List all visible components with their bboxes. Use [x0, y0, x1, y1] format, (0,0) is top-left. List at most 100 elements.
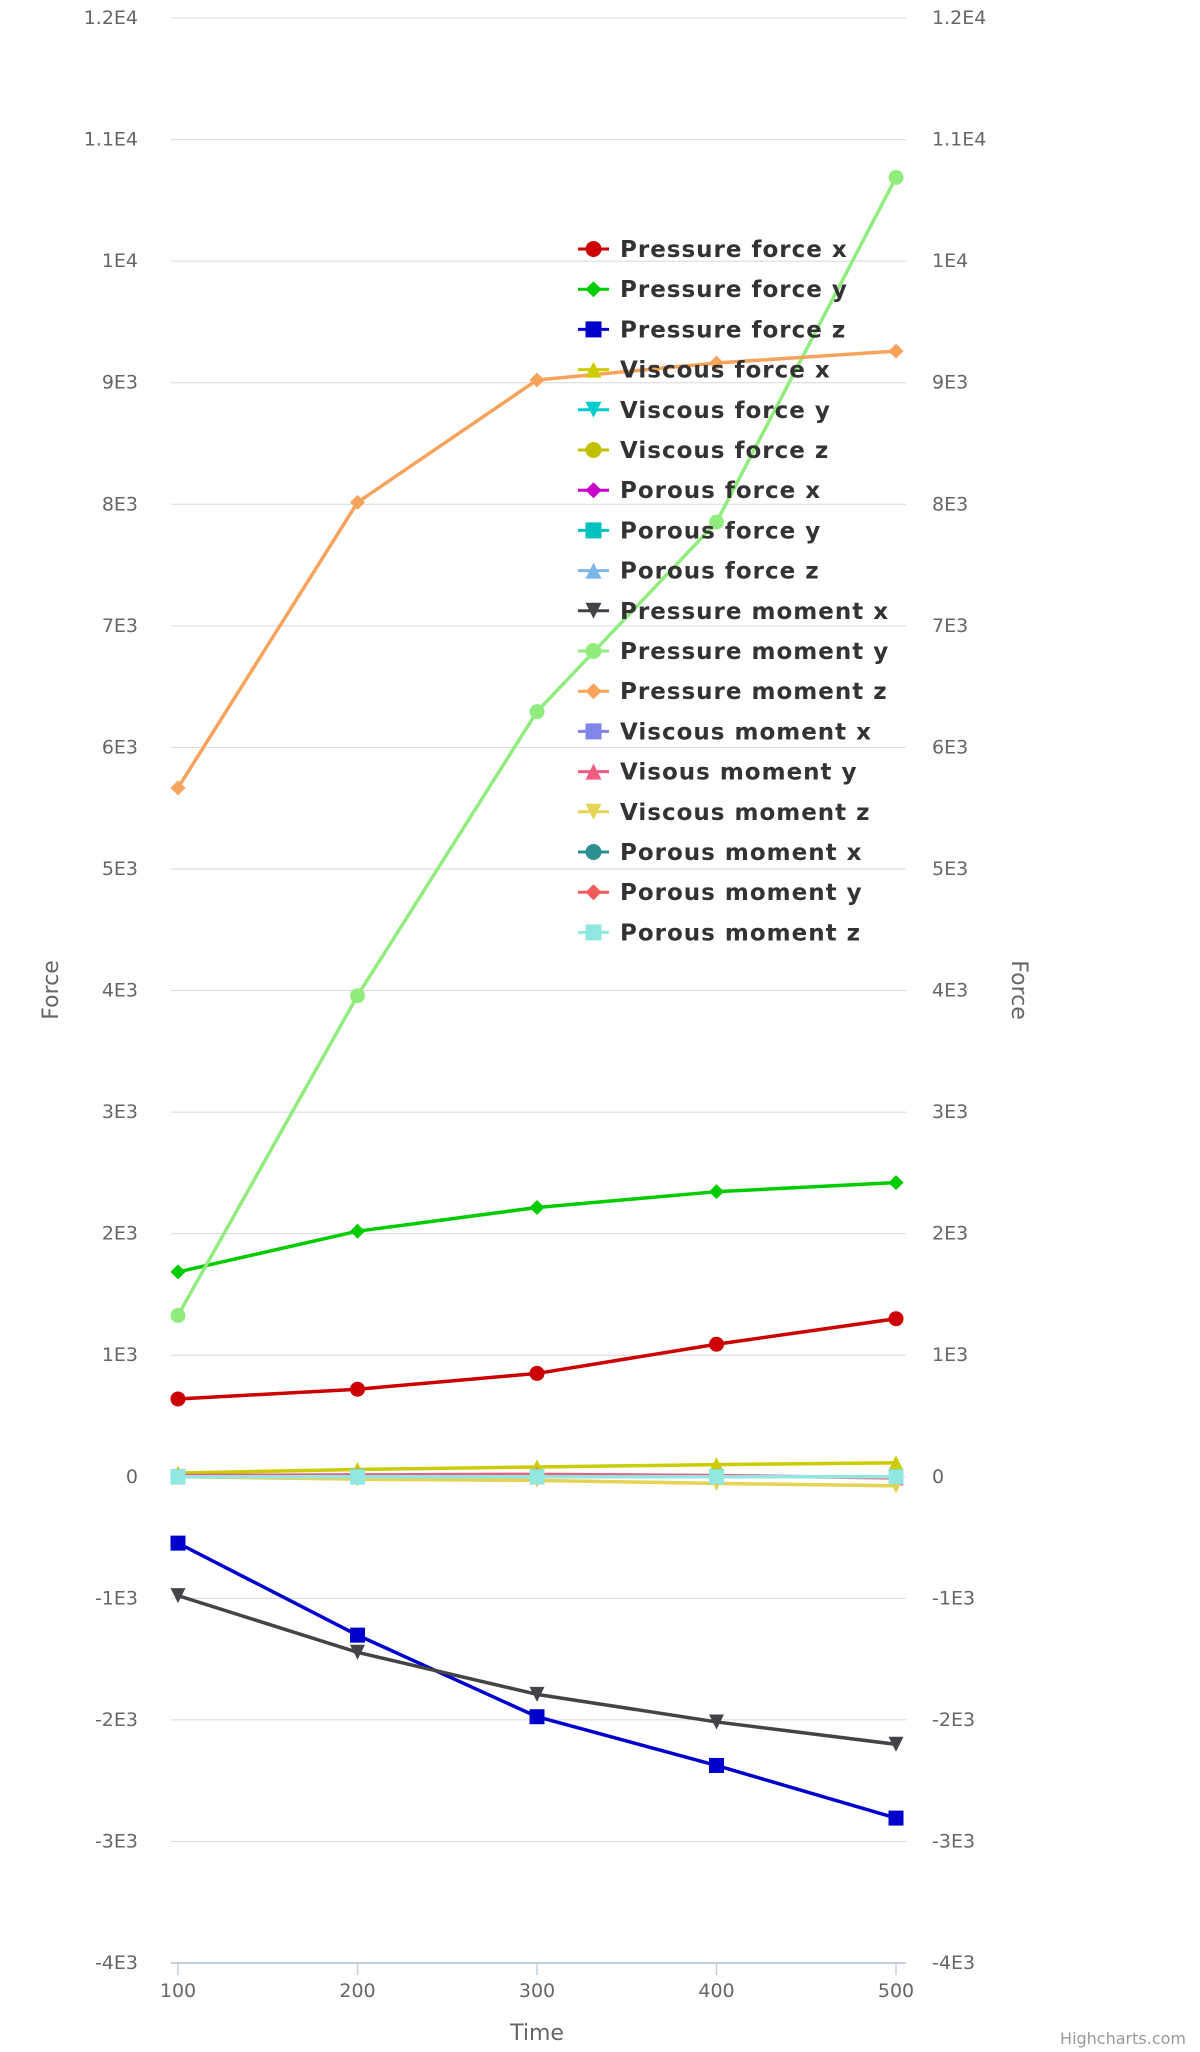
marker-square	[709, 1757, 724, 1773]
legend-item[interactable]: Viscous moment z	[578, 800, 871, 826]
legend-label: Viscous force z	[620, 438, 829, 464]
series-porous-moment-z	[170, 1469, 904, 1485]
legend-item[interactable]: Porous moment z	[578, 920, 861, 946]
y-tick-label-left: 2E3	[102, 1223, 138, 1245]
legend-item[interactable]: Pressure force x	[578, 237, 848, 263]
legend-label: Porous moment z	[620, 920, 861, 946]
marker-triangle-down	[529, 1686, 545, 1702]
legend-label: Pressure moment x	[620, 599, 889, 625]
legend-item[interactable]: Pressure force y	[578, 277, 848, 303]
series-line	[177, 1180, 897, 1274]
y-tick-label-left: 0	[126, 1466, 138, 1488]
legend-item[interactable]: Visous moment y	[578, 760, 858, 786]
legend-item[interactable]: Viscous force x	[578, 358, 831, 384]
marker-circle	[585, 241, 602, 257]
y-tick-label-right: 4E3	[932, 980, 968, 1002]
marker-circle	[529, 704, 545, 720]
x-tick-label: 100	[160, 1980, 196, 2002]
marker-square	[585, 522, 602, 539]
y-axis-left-ticks: 1.2E4 1.1E4 1E4 9E3 8E3 7E3 6E3 5E3 4E3 3E3 2E3 1E3…	[84, 7, 138, 1974]
x-tick-label: 400	[698, 1980, 734, 2002]
legend-label: Viscous moment x	[620, 719, 872, 745]
marker-triangle	[585, 763, 602, 780]
marker-circle	[585, 643, 602, 659]
marker-diamond	[529, 1199, 545, 1215]
marker-diamond	[585, 884, 602, 901]
credits-link[interactable]: Highcharts.com	[1060, 2029, 1186, 2048]
legend-label: Viscous moment z	[620, 800, 871, 826]
marker-circle	[888, 169, 904, 185]
marker-diamond	[350, 1223, 365, 1239]
y-tick-label-left: 1E4	[102, 250, 138, 272]
legend-item[interactable]: Viscous force z	[578, 438, 829, 464]
marker-square	[585, 321, 602, 338]
legend-label: Porous force x	[620, 478, 821, 504]
series-pressure-force-y	[170, 1175, 904, 1280]
y-axis-title-left: Force	[39, 960, 64, 1020]
legend-item[interactable]: Porous moment y	[578, 880, 863, 906]
y-tick-label-right: 5E3	[932, 858, 968, 880]
marker-triangle	[709, 1457, 724, 1473]
legend-item[interactable]: Pressure moment y	[578, 639, 889, 665]
y-tick-label-right: 6E3	[932, 736, 968, 758]
marker-circle	[709, 1336, 724, 1352]
marker-circle	[709, 514, 724, 530]
legend-item[interactable]: Porous force x	[578, 478, 821, 504]
marker-circle	[170, 1391, 186, 1407]
marker-diamond	[709, 355, 724, 371]
series-pressure-force-x	[170, 1311, 904, 1407]
series-pressure-moment-y	[170, 169, 904, 1323]
marker-diamond	[888, 343, 904, 359]
marker-square	[350, 1469, 365, 1485]
marker-triangle-down	[888, 1736, 904, 1752]
series-pressure-force-z	[170, 1535, 904, 1826]
legend-label: Viscous force x	[620, 358, 831, 384]
marker-circle	[529, 1365, 545, 1381]
marker-square	[170, 1469, 186, 1485]
marker-square	[709, 1469, 724, 1485]
y-tick-label-right: 9E3	[932, 372, 968, 394]
marker-triangle	[585, 562, 602, 579]
marker-triangle-down	[709, 1714, 724, 1730]
series-pressure-moment-z	[170, 343, 904, 796]
legend-label: Pressure force x	[620, 237, 848, 263]
legend-item[interactable]: Viscous force y	[578, 398, 831, 424]
series-line	[177, 1316, 897, 1401]
marker-diamond	[529, 372, 545, 388]
x-tick-label: 500	[878, 1980, 914, 2002]
y-tick-label-right: 8E3	[932, 493, 968, 515]
marker-diamond	[350, 494, 365, 510]
y-axis-title-right: Force	[1006, 960, 1031, 1020]
legend-item[interactable]: Pressure moment z	[578, 679, 888, 705]
y-tick-label-left: 1E3	[102, 1344, 138, 1366]
legend-label: Pressure moment z	[620, 679, 888, 705]
marker-square	[585, 924, 602, 941]
legend-item[interactable]: Viscous moment x	[578, 719, 872, 745]
y-tick-label-right: 7E3	[932, 615, 968, 637]
marker-triangle	[888, 1455, 904, 1471]
legend-item[interactable]: Porous force z	[578, 559, 820, 585]
legend-label: Pressure force z	[620, 317, 846, 343]
series-group	[170, 169, 904, 1826]
marker-square	[529, 1469, 545, 1485]
marker-circle	[585, 442, 602, 458]
marker-diamond	[585, 683, 602, 700]
y-tick-label-right: 1E4	[932, 250, 968, 272]
x-tick-label: 200	[339, 1980, 375, 2002]
legend-item[interactable]: Pressure force z	[578, 317, 846, 343]
series-line	[176, 176, 898, 1317]
legend-item[interactable]: Pressure moment x	[578, 599, 889, 625]
marker-circle	[170, 1307, 186, 1323]
legend-item[interactable]: Porous moment x	[578, 840, 862, 866]
marker-diamond	[170, 1264, 186, 1280]
y-tick-label-right: 1.2E4	[932, 7, 986, 29]
marker-triangle-down	[585, 803, 602, 820]
legend-item[interactable]: Porous force y	[578, 518, 821, 544]
marker-diamond	[170, 780, 186, 796]
y-tick-label-right: 3E3	[932, 1101, 968, 1123]
y-tick-label-left: 3E3	[102, 1101, 138, 1123]
marker-triangle-down	[350, 1644, 365, 1660]
y-tick-label-right: -4E3	[932, 1952, 975, 1974]
y-tick-label-left: 6E3	[102, 736, 138, 758]
y-tick-label-left: 1.1E4	[84, 129, 138, 151]
